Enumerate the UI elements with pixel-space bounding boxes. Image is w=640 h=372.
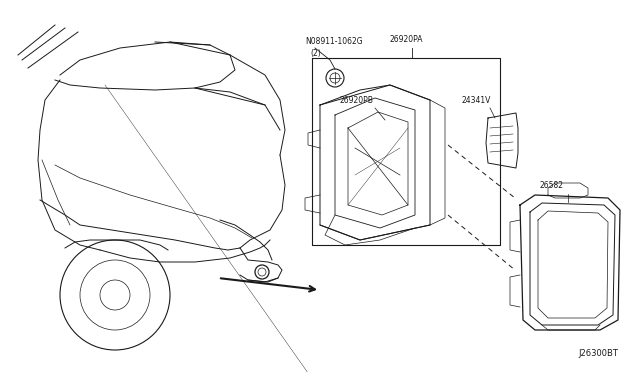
Text: 26920PB: 26920PB: [340, 96, 374, 105]
Text: (2): (2): [310, 49, 321, 58]
Text: 26920PA: 26920PA: [390, 35, 424, 44]
Text: 24341V: 24341V: [462, 96, 492, 105]
Text: J26300BT: J26300BT: [578, 349, 618, 358]
Text: N08911-1062G: N08911-1062G: [305, 37, 363, 46]
Text: 26582: 26582: [540, 181, 564, 190]
